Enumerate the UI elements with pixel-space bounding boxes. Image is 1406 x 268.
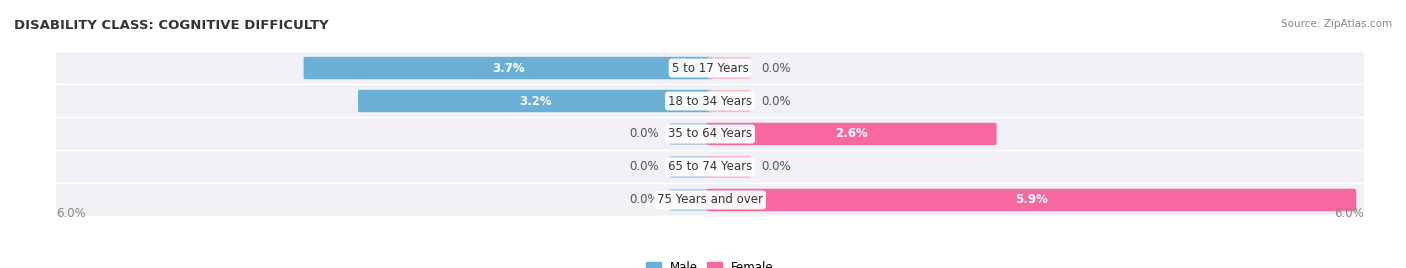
Text: 6.0%: 6.0%: [56, 207, 86, 220]
FancyBboxPatch shape: [707, 123, 997, 145]
FancyBboxPatch shape: [53, 151, 1367, 183]
Text: 3.2%: 3.2%: [519, 95, 553, 107]
FancyBboxPatch shape: [53, 85, 1367, 117]
FancyBboxPatch shape: [359, 90, 713, 112]
Text: 0.0%: 0.0%: [630, 128, 659, 140]
FancyBboxPatch shape: [669, 189, 713, 211]
Text: 0.0%: 0.0%: [630, 193, 659, 206]
Text: Source: ZipAtlas.com: Source: ZipAtlas.com: [1281, 19, 1392, 29]
FancyBboxPatch shape: [707, 189, 1357, 211]
Text: DISABILITY CLASS: COGNITIVE DIFFICULTY: DISABILITY CLASS: COGNITIVE DIFFICULTY: [14, 19, 329, 32]
Text: 5.9%: 5.9%: [1015, 193, 1047, 206]
Text: 2.6%: 2.6%: [835, 128, 868, 140]
FancyBboxPatch shape: [707, 156, 751, 178]
FancyBboxPatch shape: [53, 184, 1367, 216]
FancyBboxPatch shape: [53, 52, 1367, 84]
Text: 0.0%: 0.0%: [761, 95, 790, 107]
Text: 65 to 74 Years: 65 to 74 Years: [668, 161, 752, 173]
FancyBboxPatch shape: [53, 118, 1367, 150]
Text: 5 to 17 Years: 5 to 17 Years: [672, 62, 748, 75]
FancyBboxPatch shape: [707, 90, 751, 112]
Text: 0.0%: 0.0%: [761, 62, 790, 75]
Legend: Male, Female: Male, Female: [641, 256, 779, 268]
Text: 75 Years and over: 75 Years and over: [657, 193, 763, 206]
Text: 0.0%: 0.0%: [761, 161, 790, 173]
Text: 18 to 34 Years: 18 to 34 Years: [668, 95, 752, 107]
FancyBboxPatch shape: [669, 123, 713, 145]
FancyBboxPatch shape: [669, 156, 713, 178]
FancyBboxPatch shape: [304, 57, 713, 79]
FancyBboxPatch shape: [707, 57, 751, 79]
Text: 35 to 64 Years: 35 to 64 Years: [668, 128, 752, 140]
Text: 0.0%: 0.0%: [630, 161, 659, 173]
Text: 6.0%: 6.0%: [1334, 207, 1364, 220]
Text: 3.7%: 3.7%: [492, 62, 524, 75]
